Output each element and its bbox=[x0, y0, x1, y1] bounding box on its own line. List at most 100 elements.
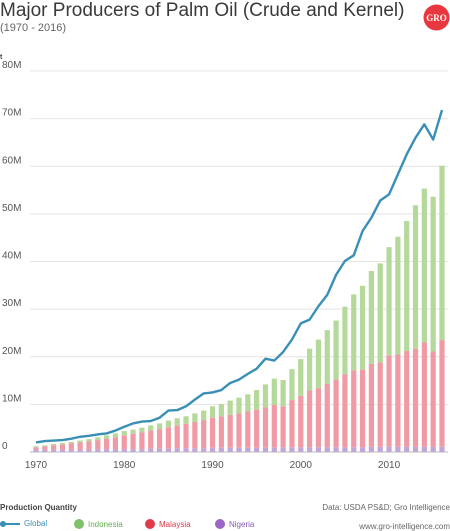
bar-nigeria bbox=[59, 449, 66, 452]
bar-malaysia bbox=[289, 400, 295, 448]
bar-nigeria bbox=[359, 447, 366, 452]
bar-indonesia bbox=[86, 439, 92, 442]
bar-malaysia bbox=[315, 388, 322, 448]
bar-indonesia bbox=[227, 400, 233, 415]
website-url: www.gro-intelligence.com bbox=[359, 522, 450, 531]
bar-nigeria bbox=[112, 449, 119, 452]
bar-indonesia bbox=[130, 429, 136, 434]
legend-item-malaysia: Malaysia bbox=[145, 519, 191, 529]
x-tick-label: 2000 bbox=[290, 460, 313, 471]
global-line-group bbox=[35, 109, 444, 444]
grid bbox=[30, 70, 448, 453]
bar-indonesia bbox=[404, 221, 410, 352]
bar-indonesia bbox=[430, 196, 436, 352]
data-source: Data: USDA PS&D; Gro Intelligence bbox=[322, 503, 450, 512]
bar-malaysia bbox=[209, 417, 216, 448]
bar-indonesia bbox=[33, 446, 39, 448]
bar-nigeria bbox=[130, 449, 136, 452]
bar-nigeria bbox=[183, 448, 189, 452]
bar-malaysia bbox=[377, 362, 383, 447]
bar-nigeria bbox=[86, 449, 92, 452]
bar-indonesia bbox=[77, 440, 83, 443]
bar-indonesia bbox=[68, 441, 74, 444]
bar-nigeria bbox=[289, 447, 295, 452]
bar-indonesia bbox=[307, 348, 313, 391]
bar-indonesia bbox=[112, 433, 119, 438]
y-tick-label: 40M bbox=[2, 251, 21, 262]
bar-nigeria bbox=[227, 447, 233, 452]
bar-malaysia bbox=[42, 446, 48, 450]
bar-indonesia bbox=[174, 418, 180, 426]
bar-nigeria bbox=[165, 448, 171, 452]
legend-label-nigeria: Nigeria bbox=[229, 519, 255, 529]
bar-nigeria bbox=[42, 449, 48, 452]
bar-indonesia bbox=[139, 427, 145, 433]
bar-nigeria bbox=[404, 446, 410, 452]
bar-indonesia bbox=[386, 247, 392, 356]
bar-indonesia bbox=[192, 413, 198, 422]
global-line bbox=[35, 109, 444, 444]
bar-indonesia bbox=[324, 330, 330, 384]
bar-nigeria bbox=[386, 446, 392, 452]
bar-malaysia bbox=[86, 441, 92, 450]
bar-malaysia bbox=[51, 445, 57, 450]
bar-indonesia bbox=[51, 443, 57, 446]
bar-nigeria bbox=[271, 447, 277, 452]
bar-nigeria bbox=[351, 447, 357, 452]
bar-indonesia bbox=[201, 410, 207, 421]
bar-malaysia bbox=[395, 354, 401, 447]
bar-nigeria bbox=[315, 447, 322, 452]
bar-indonesia bbox=[95, 437, 101, 441]
bar-nigeria bbox=[368, 446, 374, 452]
chart-subtitle: (1970 - 2016) bbox=[0, 22, 67, 34]
bar-malaysia bbox=[342, 374, 348, 448]
bar-nigeria bbox=[236, 447, 242, 452]
bar-nigeria bbox=[280, 447, 286, 452]
bar-malaysia bbox=[307, 390, 313, 448]
bar-nigeria bbox=[439, 446, 445, 452]
legend-line-marker bbox=[0, 520, 20, 528]
bar-nigeria bbox=[156, 448, 163, 452]
bar-malaysia bbox=[156, 429, 163, 449]
bar-malaysia bbox=[412, 348, 419, 447]
bar-nigeria bbox=[421, 446, 427, 452]
bar-indonesia bbox=[156, 423, 163, 430]
bar-nigeria bbox=[121, 449, 127, 452]
legend-label-global: Global bbox=[24, 519, 48, 528]
bar-indonesia bbox=[298, 359, 304, 396]
legend-dot-malaysia bbox=[145, 519, 155, 529]
bar-nigeria bbox=[209, 447, 216, 452]
y-tick-label: 10M bbox=[2, 393, 21, 404]
bar-indonesia bbox=[42, 445, 48, 447]
bar-nigeria bbox=[192, 448, 198, 452]
bar-malaysia bbox=[262, 407, 269, 448]
bar-nigeria bbox=[307, 447, 313, 452]
bar-malaysia bbox=[351, 370, 357, 448]
bar-nigeria bbox=[201, 448, 207, 452]
y-axis-unit: t bbox=[0, 54, 3, 61]
bar-indonesia bbox=[236, 397, 242, 414]
bar-indonesia bbox=[289, 369, 295, 401]
bar-indonesia bbox=[342, 306, 348, 375]
bar-indonesia bbox=[280, 380, 286, 407]
logo-circle bbox=[423, 4, 450, 31]
bar-malaysia bbox=[324, 383, 330, 448]
bar-indonesia bbox=[315, 339, 322, 389]
bar-nigeria bbox=[104, 449, 110, 452]
bar-malaysia bbox=[148, 430, 154, 449]
bar-malaysia bbox=[359, 369, 366, 448]
bar-indonesia bbox=[218, 403, 224, 417]
bar-malaysia bbox=[130, 433, 136, 450]
bar-malaysia bbox=[439, 340, 445, 447]
bar-indonesia bbox=[121, 431, 127, 436]
bar-nigeria bbox=[324, 447, 330, 452]
bar-nigeria bbox=[262, 447, 269, 452]
bar-malaysia bbox=[174, 425, 180, 449]
gro-logo: GRO bbox=[423, 4, 450, 31]
bar-nigeria bbox=[68, 449, 74, 452]
bar-malaysia bbox=[59, 444, 66, 450]
bar-malaysia bbox=[104, 438, 110, 450]
bar-indonesia bbox=[165, 420, 171, 428]
legend-item-global: Global bbox=[0, 519, 47, 528]
bar-malaysia bbox=[236, 413, 242, 448]
